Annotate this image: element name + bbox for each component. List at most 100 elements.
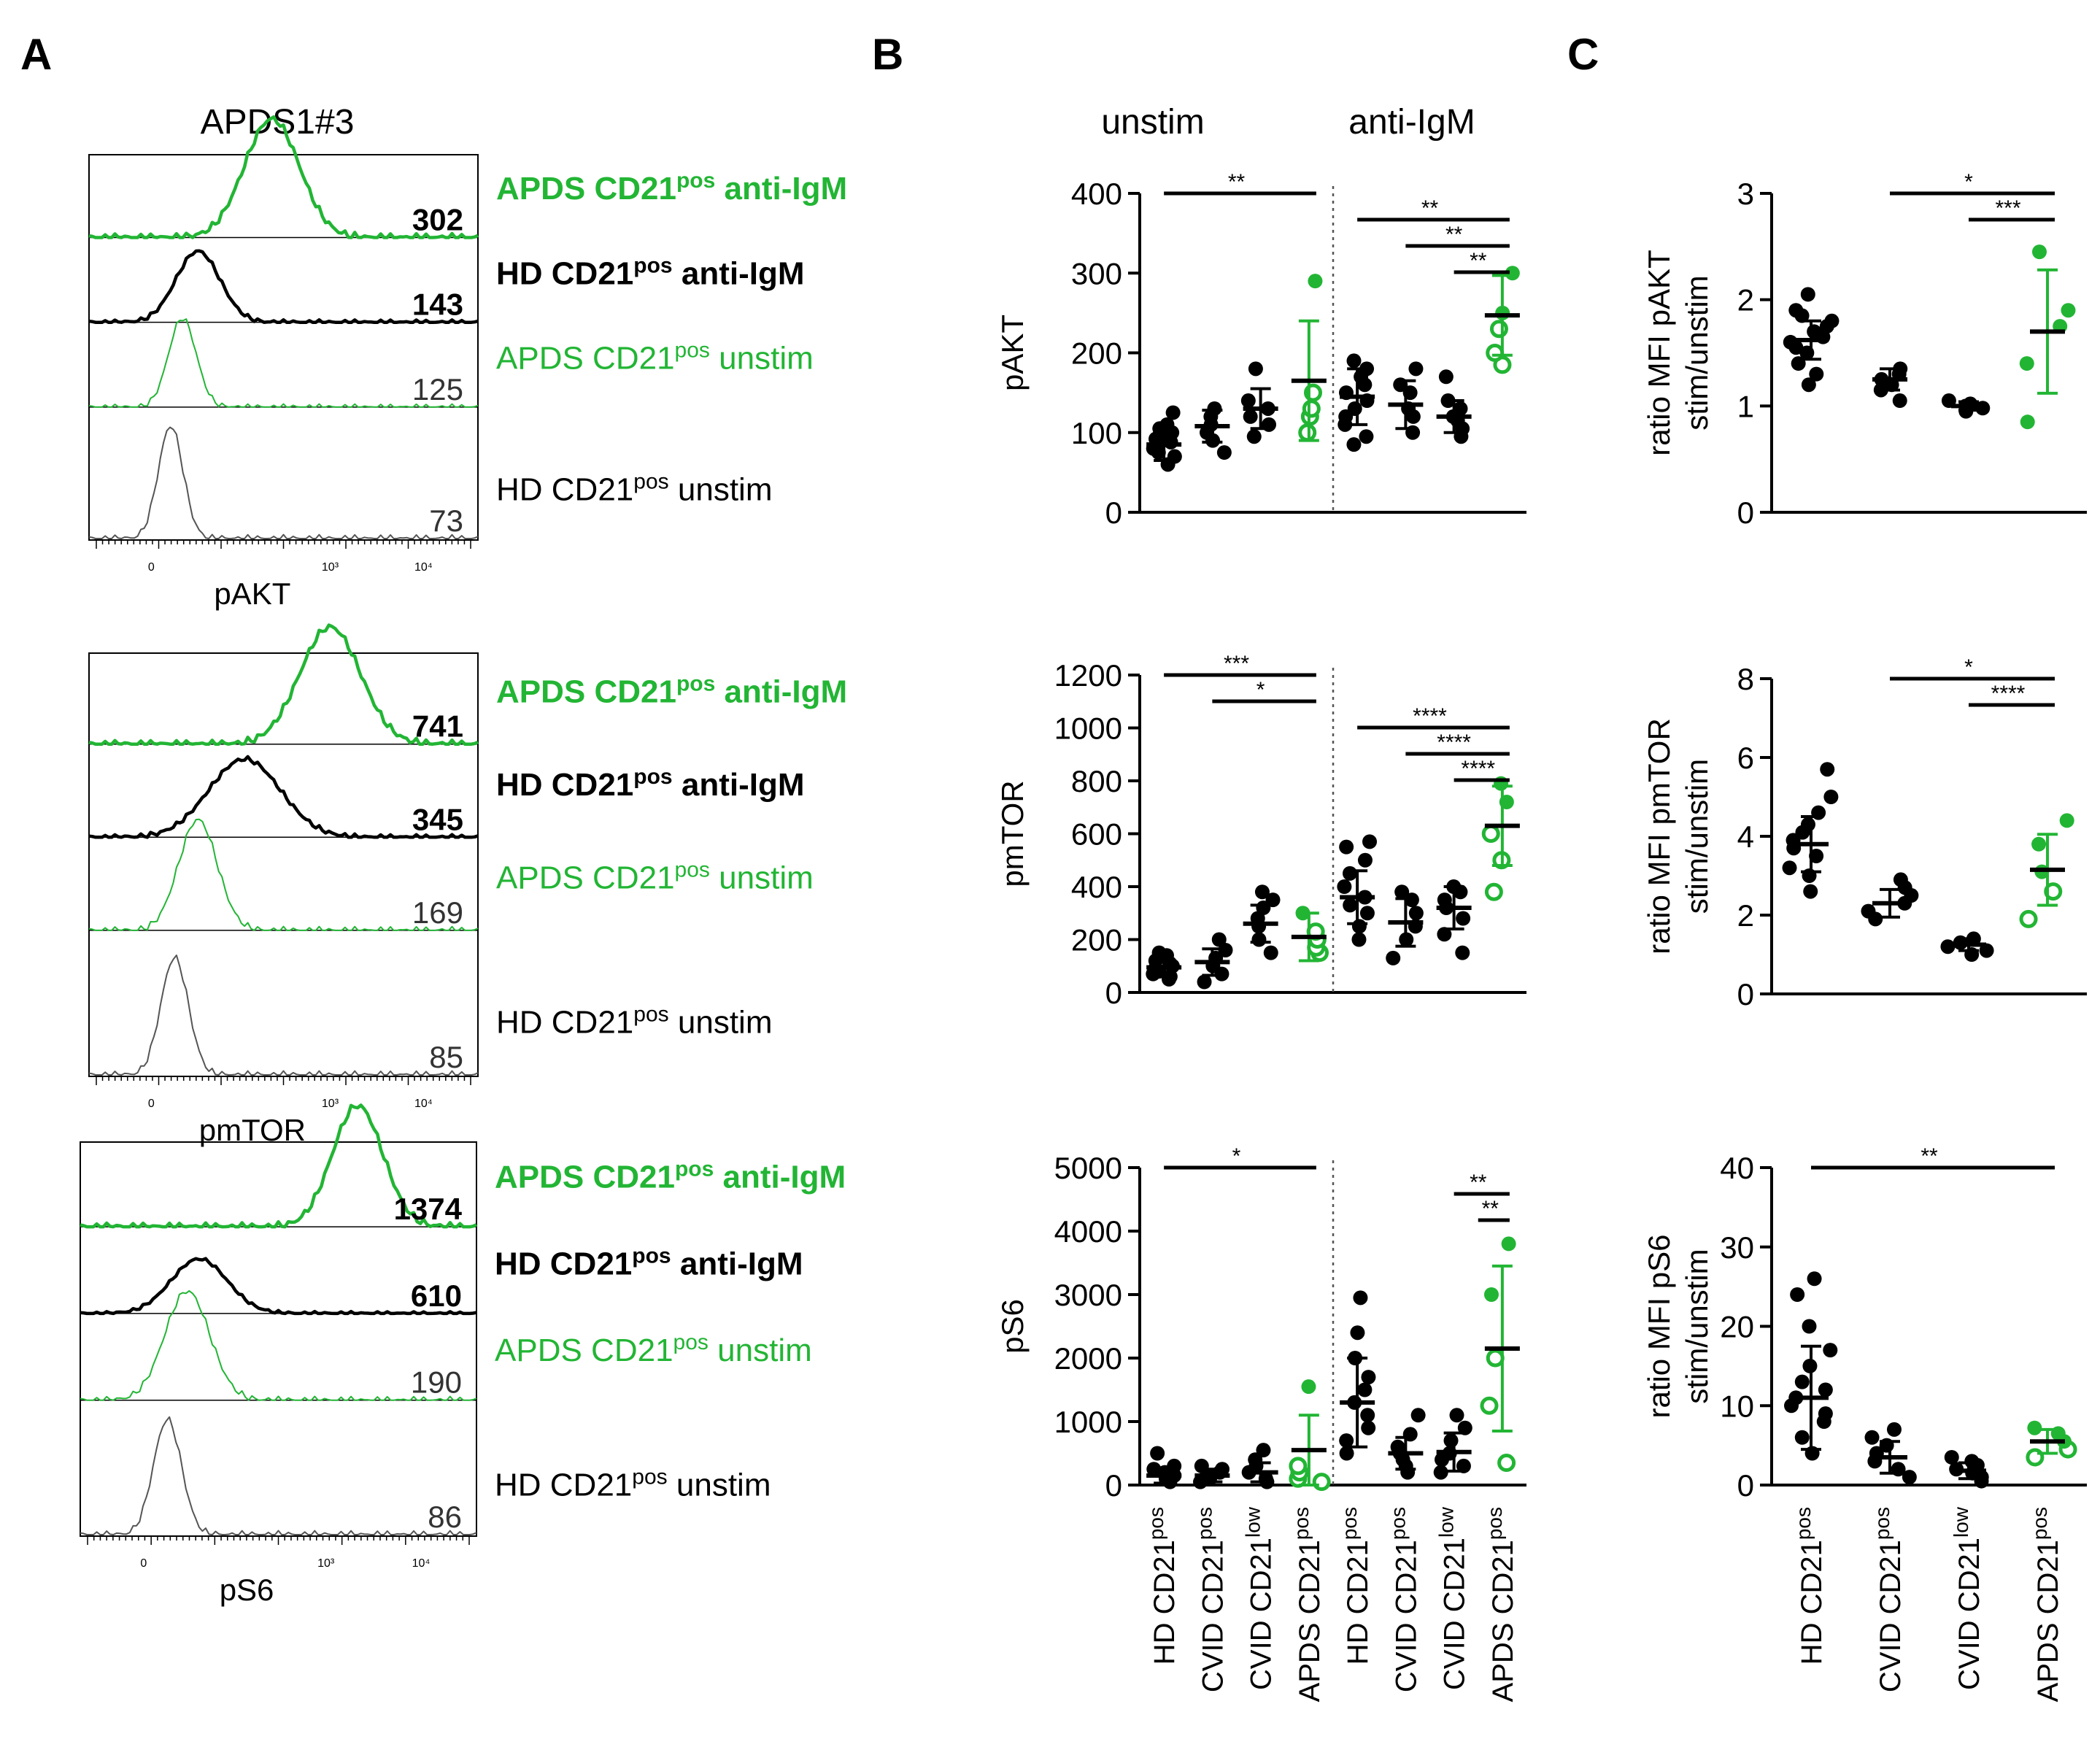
mfi-value: 610 [411,1279,462,1313]
data-point [1800,817,1815,832]
axis-tick-label: 0 [140,1557,147,1570]
legend-label: HD CD21pos unstim [495,1465,771,1503]
data-point [1256,1443,1271,1458]
data-point [1443,1433,1459,1449]
category-label: HD CD21pos [1145,1507,1181,1665]
category-label: CVID CD21low [1435,1506,1471,1690]
legend-label: APDS CD21pos unstim [496,857,814,896]
mfi-value: 302 [412,203,463,237]
y-tick-label: 40 [1720,1151,1754,1185]
y-tick-label: 6 [1737,741,1754,775]
data-point [1167,1458,1182,1473]
axis-tick-label: 10³ [322,1098,339,1110]
data-point [1251,932,1267,947]
group-label-anti-igm: anti-IgM [1348,103,1475,142]
data-point [1809,849,1824,863]
data-point [1892,393,1907,409]
data-point [1818,1406,1833,1422]
histogram-pS6: 1374 APDS CD21pos anti-IgM 610 HD CD21pos a… [80,1103,846,1607]
y-tick-label: 0 [1737,977,1754,1011]
data-point [1453,401,1468,416]
data-point [1386,950,1401,965]
y-tick-label: 100 [1071,416,1122,450]
histogram-curve [88,623,479,746]
y-axis-label: ratio MFI pS6 [1642,1234,1676,1418]
data-point [1794,1430,1810,1445]
data-point [1254,884,1270,900]
data-point [1263,945,1278,960]
mfi-value: 85 [429,1040,463,1074]
y-tick-label: 0 [1105,976,1122,1010]
data-point [1433,1465,1448,1480]
legend-label: APDS CD21pos anti-IgM [496,169,847,207]
data-point [1357,852,1373,868]
y-axis-label: ratio MFI pmTOR [1642,718,1676,955]
data-point [1788,303,1804,318]
data-point [2019,909,2038,928]
data-point [1800,287,1815,302]
data-point [1312,1473,1331,1492]
y-tick-label: 1200 [1054,658,1122,693]
y-axis-label: stim/unstim [1680,1249,1714,1403]
legend-label: APDS CD21pos anti-IgM [496,671,847,710]
data-point [1408,361,1424,377]
data-point [1207,401,1222,416]
axis-tick-label: 10⁴ [414,561,433,574]
y-axis-label: pmTOR [995,780,1030,887]
panel-letter-a: A [20,30,52,79]
data-point [1481,825,1500,843]
y-tick-label: 200 [1071,336,1122,371]
y-tick-label: 0 [1737,1468,1754,1503]
data-point [1964,1454,1980,1469]
data-point [1818,1382,1833,1397]
histogram-curve [88,426,479,539]
data-point [1410,1408,1426,1423]
significance-label: **** [1461,757,1495,781]
data-point [1803,884,1818,899]
data-point [2059,813,2074,828]
data-point [1794,1374,1810,1389]
data-point [1802,1319,1817,1334]
data-point [1861,903,1876,919]
mfi-value: 741 [412,709,463,744]
y-tick-label: 300 [1071,256,1122,290]
data-point [1801,377,1816,393]
category-label: CVID CD21pos [1193,1507,1229,1692]
significance-label: **** [1437,730,1471,755]
data-point [1864,1430,1880,1445]
significance-label: * [1256,678,1265,702]
data-point [1782,860,1797,876]
data-point [1346,353,1362,369]
y-tick-label: 1000 [1054,1405,1122,1439]
data-point [1437,892,1452,908]
axis-tick-label: 10⁴ [412,1557,431,1570]
mfi-value: 86 [428,1500,462,1534]
histogram-curve [80,1103,477,1229]
data-point [1343,898,1358,913]
y-tick-label: 800 [1071,764,1122,798]
data-point [1197,974,1212,990]
histogram-curve [88,318,479,408]
mfi-value: 190 [411,1365,462,1400]
data-point [1339,1446,1354,1461]
data-point [1501,1236,1516,1252]
axis-tick-label: 10³ [322,561,339,574]
data-point [1337,879,1352,894]
data-point [1893,361,1908,377]
x-axis-label: pS6 [220,1573,274,1607]
legend-label: APDS CD21pos anti-IgM [495,1157,846,1195]
scatter-ratio-MFI-pS6-stim-unstim: 0 10 20 30 40 ratio MFI pS6 stim/unstim ** [1642,1144,2087,1503]
y-tick-label: 5000 [1054,1151,1122,1185]
y-tick-label: 2 [1737,898,1754,933]
significance-label: ** [1921,1144,1938,1168]
y-tick-label: 4000 [1054,1214,1122,1249]
histogram-pAKT: 302 APDS CD21pos anti-IgM 143 HD CD21pos an… [88,115,847,611]
y-tick-label: 20 [1720,1310,1754,1344]
significance-label: ** [1470,249,1487,273]
